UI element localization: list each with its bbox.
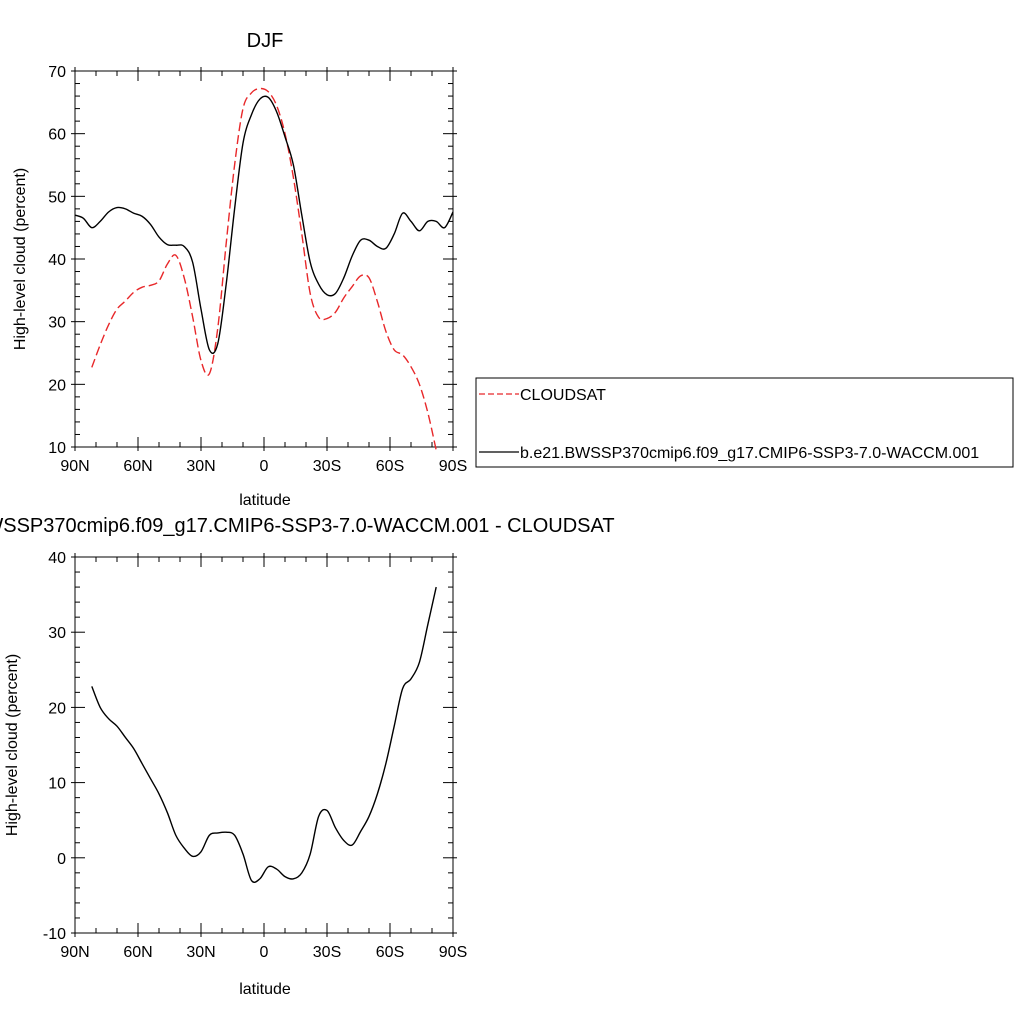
legend-box — [475, 377, 1014, 468]
y-tick-label-0: 0 — [57, 851, 66, 868]
bottom-chart: b.e21.BWSSP370cmip6.f09_g17.CMIP6-SSP3-7… — [0, 515, 615, 998]
series-line-cloudsat — [91, 87, 437, 451]
legend: CLOUDSAT b.e21.BWSSP370cmip6.f09_g17.CMI… — [475, 377, 1014, 468]
x-tick-label-0: 0 — [260, 458, 269, 475]
series-layer — [91, 586, 437, 883]
y-tick-labels: -10 0 10 20 30 40 — [43, 550, 66, 943]
y-tick-label-20: 20 — [48, 377, 66, 394]
chart-title: b.e21.BWSSP370cmip6.f09_g17.CMIP6-SSP3-7… — [0, 515, 615, 537]
x-tick-label-0: 0 — [260, 944, 269, 961]
y-tick-label-60: 60 — [48, 127, 66, 144]
x-tick-labels: 90N 60N 30N 0 30S 60S 90S — [60, 458, 467, 475]
x-tick-label-30s: 30S — [313, 458, 341, 475]
legend-label-model: b.e21.BWSSP370cmip6.f09_g17.CMIP6-SSP3-7… — [520, 445, 979, 462]
x-tick-label-90n: 90N — [60, 458, 89, 475]
legend-label-cloudsat: CLOUDSAT — [520, 387, 606, 404]
x-tick-label-30n: 30N — [186, 944, 215, 961]
y-tick-label-70: 70 — [48, 64, 66, 81]
y-tick-label-40: 40 — [48, 252, 66, 269]
x-tick-label-30n: 30N — [186, 458, 215, 475]
chart-title: DJF — [247, 30, 284, 52]
y-tick-label-20: 20 — [48, 700, 66, 717]
minor-ticks — [75, 557, 453, 933]
minor-ticks — [75, 71, 453, 447]
y-axis-label: High-level cloud (percent) — [4, 654, 21, 836]
major-ticks — [71, 67, 457, 451]
top-chart: DJF 90N 60N 30N 0 30S 60S 90S 10 20 30 40 50 60 70 l… — [12, 30, 1014, 509]
series-line-difference-0 — [91, 586, 437, 883]
x-tick-label-90s: 90S — [439, 944, 467, 961]
y-tick-label-30: 30 — [48, 315, 66, 332]
y-tick-label-10: 10 — [48, 776, 66, 793]
y-tick-label-40: 40 — [48, 550, 66, 567]
x-axis-label: latitude — [239, 981, 291, 998]
y-tick-label-30: 30 — [48, 625, 66, 642]
y-tick-label-10: -10 — [43, 926, 66, 943]
y-axis-label: High-level cloud (percent) — [12, 168, 29, 350]
y-tick-label-10: 10 — [48, 440, 66, 457]
x-tick-label-60n: 60N — [123, 944, 152, 961]
y-tick-labels: 10 20 30 40 50 60 70 — [48, 64, 66, 457]
x-tick-label-90n: 90N — [60, 944, 89, 961]
x-tick-label-90s: 90S — [439, 458, 467, 475]
x-tick-label-60n: 60N — [123, 458, 152, 475]
series-layer — [74, 87, 454, 451]
x-tick-labels: 90N 60N 30N 0 30S 60S 90S — [60, 944, 467, 961]
series-line-b-e21-bwssp370cmip6-f09-g17-cmip6-ssp3-7-0-waccm-001 — [74, 95, 454, 355]
x-axis-label: latitude — [239, 492, 291, 509]
y-tick-label-50: 50 — [48, 189, 66, 206]
x-tick-label-30s: 30S — [313, 944, 341, 961]
plot-frame — [74, 70, 454, 448]
x-tick-label-60s: 60S — [376, 458, 404, 475]
x-tick-label-60s: 60S — [376, 944, 404, 961]
major-ticks — [71, 553, 457, 937]
